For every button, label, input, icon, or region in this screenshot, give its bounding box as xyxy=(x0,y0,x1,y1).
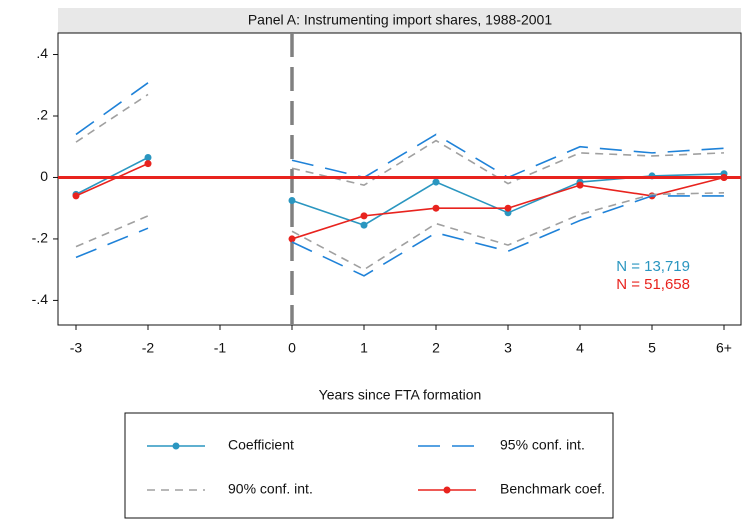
chart-title: Panel A: Instrumenting import shares, 19… xyxy=(248,12,553,28)
legend-label: Coefficient xyxy=(228,437,294,453)
x-tick-label: 1 xyxy=(360,340,368,356)
series-line xyxy=(75,93,149,143)
series-marker xyxy=(144,160,152,168)
legend-label: 90% conf. int. xyxy=(228,481,313,497)
x-tick-label: 5 xyxy=(648,340,656,356)
annotation: N = 51,658 xyxy=(616,276,690,293)
series-marker xyxy=(144,153,152,161)
x-tick-label: -3 xyxy=(70,340,83,356)
x-tick-label: 0 xyxy=(288,340,296,356)
x-tick-label: -1 xyxy=(214,340,227,356)
x-tick-label: 4 xyxy=(576,340,584,356)
series-line xyxy=(291,195,724,277)
series-line xyxy=(75,162,149,197)
x-axis-label: Years since FTA formation xyxy=(319,387,482,403)
series-marker xyxy=(360,212,368,220)
x-tick-label: 6+ xyxy=(716,340,732,356)
series-line xyxy=(291,133,725,179)
series-marker xyxy=(360,221,368,229)
series-marker xyxy=(504,204,512,212)
series-line xyxy=(75,156,149,196)
y-tick-label: -.4 xyxy=(32,291,49,307)
series-line xyxy=(291,192,725,271)
series-marker xyxy=(432,204,440,212)
plot-frame xyxy=(57,32,742,326)
series-marker xyxy=(720,173,728,181)
series-line xyxy=(291,139,725,187)
y-tick-label: 0 xyxy=(40,168,48,184)
legend-label: 95% conf. int. xyxy=(500,437,585,453)
panel-header xyxy=(58,8,741,33)
y-tick-label: .4 xyxy=(36,45,48,61)
legend-marker xyxy=(443,486,451,494)
x-tick-label: 2 xyxy=(432,340,440,356)
series-marker xyxy=(288,235,296,243)
legend-marker xyxy=(172,442,180,450)
series-line xyxy=(75,82,149,136)
series-marker xyxy=(288,197,296,205)
y-tick-label: .2 xyxy=(36,107,48,123)
x-tick-label: 3 xyxy=(504,340,512,356)
series-marker xyxy=(72,192,80,200)
series-marker xyxy=(576,181,584,189)
y-tick-label: -.2 xyxy=(32,230,49,246)
legend-label: Benchmark coef. xyxy=(500,481,605,497)
x-tick-label: -2 xyxy=(142,340,155,356)
legend-box xyxy=(124,412,614,519)
series-marker xyxy=(432,178,440,186)
series-line xyxy=(75,227,149,259)
annotation: N = 13,719 xyxy=(616,258,690,275)
